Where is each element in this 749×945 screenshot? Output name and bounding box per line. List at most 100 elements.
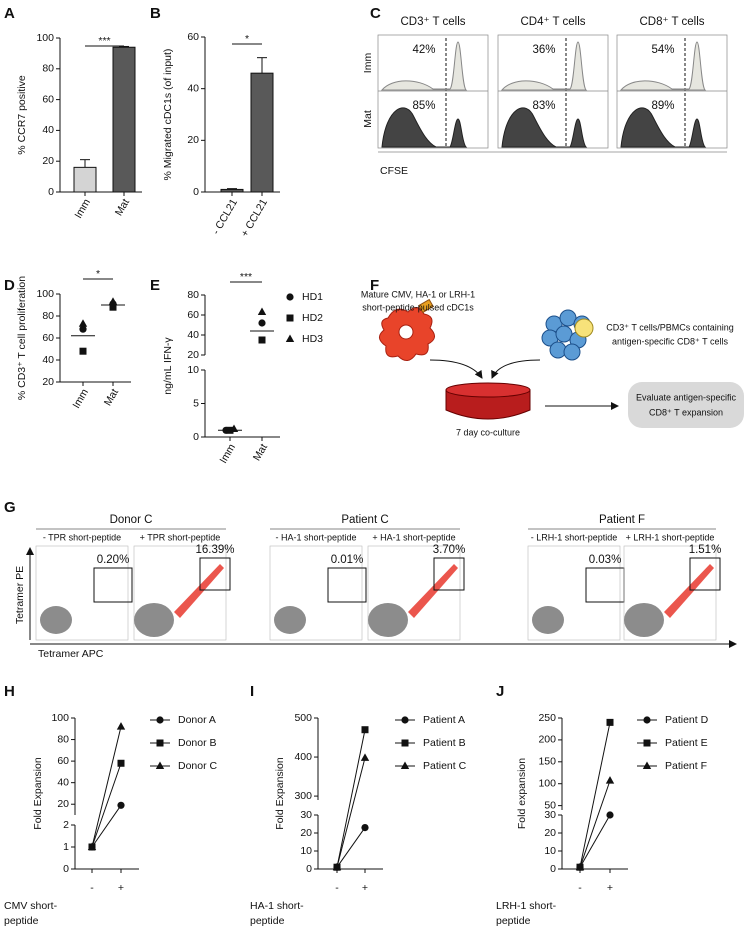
histogram-curve xyxy=(380,41,468,91)
panel-label: F xyxy=(370,277,379,294)
panel-label: E xyxy=(150,277,160,294)
y-axis-label: Fold expansion xyxy=(516,758,528,829)
y-tick-label: 10 xyxy=(187,364,199,376)
marker xyxy=(400,761,410,769)
histogram-percentage: 42% xyxy=(412,44,435,56)
marker xyxy=(257,307,267,315)
histogram-percentage: 36% xyxy=(532,44,555,56)
series-line xyxy=(336,729,366,868)
y-tick-label: 40 xyxy=(187,82,199,94)
legend-label: Donor B xyxy=(178,737,217,749)
group-title: Patient F xyxy=(599,514,645,526)
bar xyxy=(220,188,244,193)
legend-label: Patient B xyxy=(423,737,466,749)
arrow xyxy=(491,359,541,379)
histogram-frame xyxy=(377,34,489,149)
y-tick-label: 60 xyxy=(42,93,54,105)
marker xyxy=(79,325,87,333)
y-tick-label: 200 xyxy=(538,734,556,746)
marker xyxy=(332,862,342,871)
marker xyxy=(605,776,615,784)
marker xyxy=(643,739,651,747)
y-tick-label: 80 xyxy=(42,63,54,75)
marker xyxy=(401,739,409,747)
y-axis-label: % Migrated cDC1s (of input) xyxy=(162,49,174,181)
legend-label: Donor A xyxy=(178,714,216,726)
gate-percentage: 0.20% xyxy=(97,554,130,566)
x-tick-label: Imm xyxy=(70,387,91,411)
x-tick-label: - xyxy=(578,882,582,894)
y-tick-label: 0 xyxy=(63,863,69,875)
marker xyxy=(285,334,295,342)
series-line xyxy=(579,780,611,868)
series-line xyxy=(91,763,122,848)
bar xyxy=(73,166,97,193)
marker xyxy=(286,314,294,322)
condition-label: - LRH-1 short-peptide xyxy=(531,532,618,542)
significance: * xyxy=(245,33,249,45)
legend-label: Patient E xyxy=(665,737,708,749)
y-tick-label: 60 xyxy=(42,332,54,344)
x-axis-label: LRH-1 short- xyxy=(496,900,557,912)
series-line xyxy=(91,726,122,848)
plot-frame xyxy=(133,545,227,641)
marker xyxy=(116,722,126,730)
tetramer-positive-cloud xyxy=(174,564,224,618)
y-tick-label: 100 xyxy=(36,32,54,44)
legend-label: HD3 xyxy=(302,333,323,345)
marker xyxy=(286,293,294,301)
y-tick-label: 40 xyxy=(57,776,69,788)
series-line xyxy=(579,722,611,868)
y-axis-label: ng/mL IFN-γ xyxy=(162,337,174,395)
x-tick-label: + xyxy=(118,882,124,894)
dc-label: Mature CMV, HA-1 or LRH-1 xyxy=(361,289,475,299)
gate xyxy=(433,557,465,591)
y-tick-label: 0 xyxy=(193,186,199,198)
cell-cloud xyxy=(40,606,72,634)
x-tick-label: - xyxy=(90,882,94,894)
bar xyxy=(112,46,136,193)
series-line xyxy=(336,827,366,868)
marker xyxy=(361,824,369,832)
condition-label: - HA-1 short-peptide xyxy=(275,532,356,542)
histogram-frame xyxy=(497,34,609,149)
gate-percentage: 0.01% xyxy=(331,554,364,566)
condition-label: + LRH-1 short-peptide xyxy=(626,532,715,542)
gate xyxy=(199,557,231,591)
y-tick-label: 100 xyxy=(36,288,54,300)
y-tick-label: 60 xyxy=(57,755,69,767)
cell-cloud xyxy=(368,603,408,637)
y-tick-label: 80 xyxy=(187,289,199,301)
histogram-x-label: CFSE xyxy=(380,165,408,177)
significance: * xyxy=(96,268,100,280)
outcome-label: Evaluate antigen-specific xyxy=(636,392,737,402)
t-cell-cluster xyxy=(541,309,594,361)
histogram-curve xyxy=(501,107,588,148)
y-tick-label: 0 xyxy=(48,186,54,198)
y-tick-label: 20 xyxy=(300,827,312,839)
x-axis-label: HA-1 short- xyxy=(250,900,304,912)
y-tick-label: 0 xyxy=(193,431,199,443)
culture-label: 7 day co-culture xyxy=(456,427,520,437)
marker xyxy=(117,759,125,767)
y-tick-label: 100 xyxy=(51,712,69,724)
marker xyxy=(79,347,87,355)
dish xyxy=(445,389,531,420)
flow-y-label: Tetramer PE xyxy=(14,566,26,624)
legend-label: Patient F xyxy=(665,760,707,772)
y-tick-label: 60 xyxy=(187,31,199,43)
marker xyxy=(87,842,97,850)
marker xyxy=(156,739,164,747)
x-tick-label: + CCL21 xyxy=(239,197,270,239)
x-tick-label: Mat xyxy=(251,442,270,463)
x-tick-label: Imm xyxy=(72,197,93,221)
gate-percentage: 16.39% xyxy=(195,544,234,556)
histogram-curve xyxy=(619,41,707,91)
y-tick-label: 40 xyxy=(42,354,54,366)
legend-label: HD1 xyxy=(302,291,323,303)
histogram-row-label: Imm xyxy=(362,53,374,74)
panel-label: D xyxy=(4,277,15,294)
x-tick-label: Mat xyxy=(102,387,121,408)
gate-percentage: 3.70% xyxy=(433,544,466,556)
dc-nucleus xyxy=(398,324,414,340)
